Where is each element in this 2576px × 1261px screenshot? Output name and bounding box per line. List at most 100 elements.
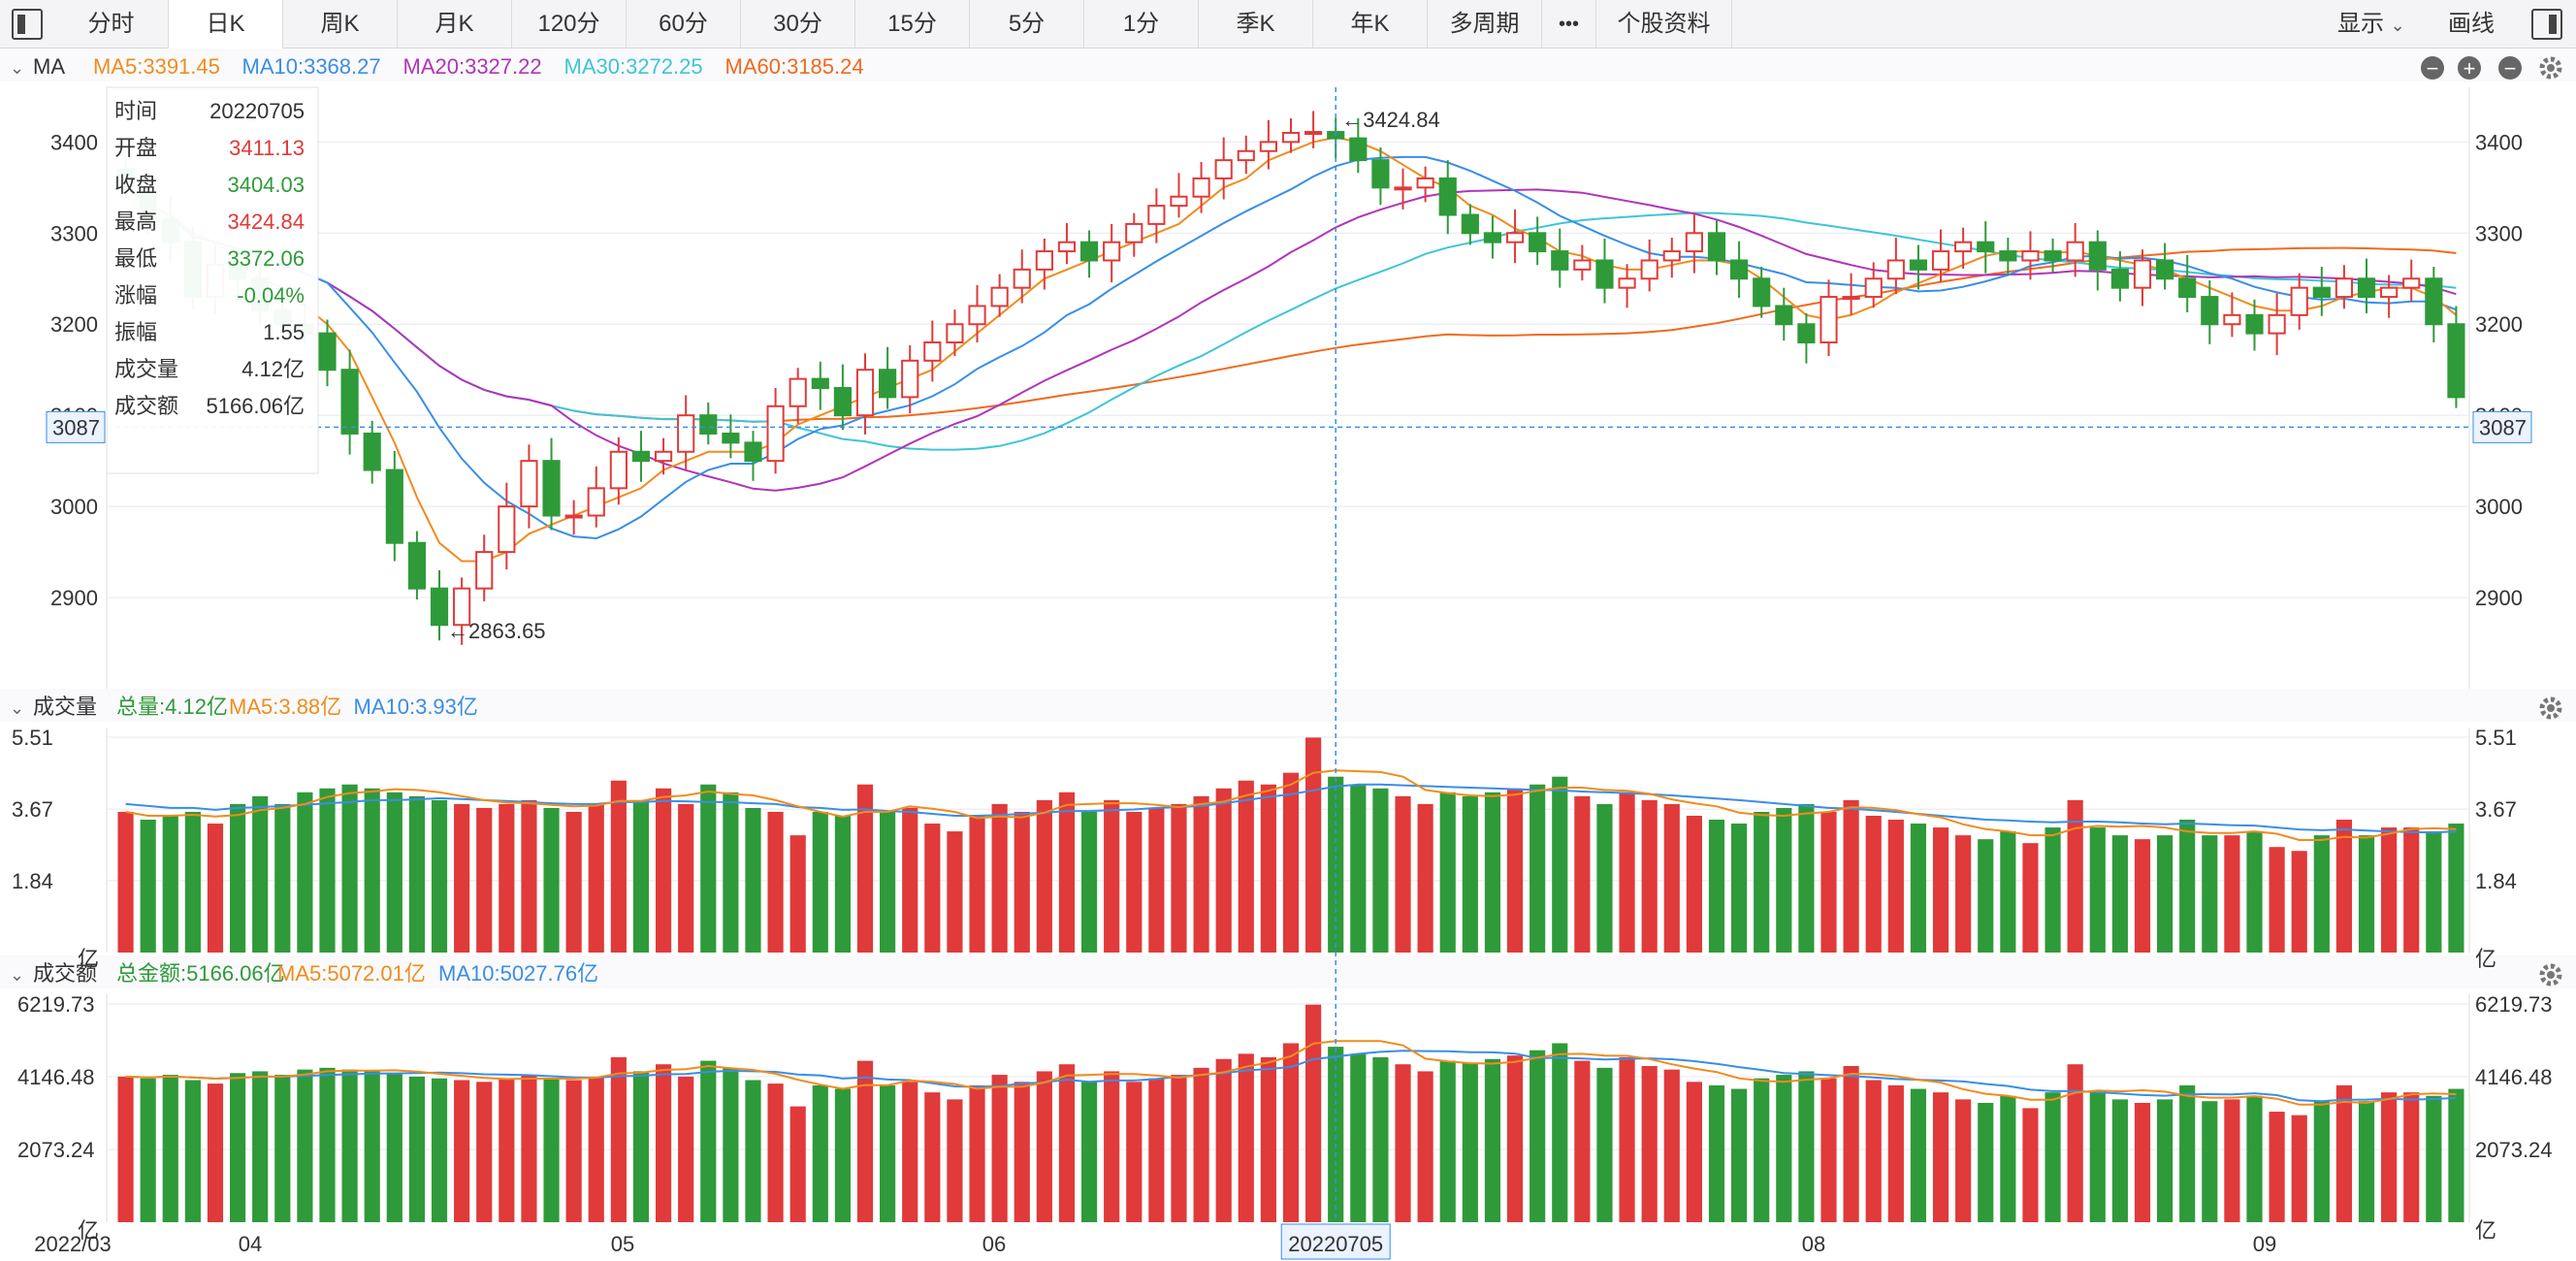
candle[interactable] <box>1864 262 1883 308</box>
kline-chart[interactable]: ⌄ MA MA5:3391.45 MA10:3368.27 MA20:3327.22 MA… <box>0 48 2576 1261</box>
candle[interactable] <box>1529 216 1547 266</box>
candle[interactable] <box>2402 259 2421 302</box>
candle[interactable] <box>946 309 964 357</box>
candle[interactable] <box>1685 212 1703 274</box>
candle[interactable] <box>1977 221 1995 274</box>
candle[interactable] <box>1999 238 2017 275</box>
candle[interactable] <box>699 403 718 445</box>
candle[interactable] <box>1618 264 1636 308</box>
candle[interactable] <box>990 274 1009 317</box>
zoom-in-icon[interactable]: + <box>2458 56 2481 81</box>
display-menu-button[interactable]: 显示 ⌄ <box>2337 0 2405 48</box>
candle[interactable] <box>2044 238 2062 273</box>
candle[interactable] <box>1103 223 1121 283</box>
candle[interactable] <box>1753 267 1771 318</box>
tab-6[interactable]: 30分 <box>741 0 855 48</box>
candle[interactable] <box>1349 117 1368 174</box>
candle[interactable] <box>2447 306 2465 408</box>
candle[interactable] <box>363 420 381 484</box>
tab-11[interactable]: 年K <box>1313 0 1428 48</box>
minimize-icon[interactable]: − <box>2498 56 2522 81</box>
candle[interactable] <box>1170 173 1188 218</box>
candle[interactable] <box>385 450 403 562</box>
more-periods-button[interactable]: ••• <box>1542 0 1596 48</box>
candle[interactable] <box>789 368 807 424</box>
candle[interactable] <box>587 466 605 528</box>
candle[interactable] <box>2380 275 2399 318</box>
candle[interactable] <box>1730 241 1749 298</box>
candle[interactable] <box>1035 238 1053 290</box>
candle[interactable] <box>1819 279 1838 357</box>
candle[interactable] <box>542 437 561 531</box>
candle[interactable] <box>430 569 449 641</box>
candle[interactable] <box>1192 162 1210 213</box>
candle[interactable] <box>2155 242 2174 290</box>
candle[interactable] <box>2290 273 2308 330</box>
candle[interactable] <box>1640 239 1658 292</box>
candle[interactable] <box>1797 312 1816 364</box>
candle[interactable] <box>2066 222 2084 277</box>
candle[interactable] <box>1931 229 1950 283</box>
tab-3[interactable]: 月K <box>398 0 512 48</box>
tab-7[interactable]: 15分 <box>855 0 970 48</box>
candle[interactable] <box>2021 231 2040 280</box>
candle[interactable] <box>1573 244 1592 281</box>
candle[interactable] <box>855 353 875 435</box>
candle[interactable] <box>1013 249 1031 304</box>
candle[interactable] <box>766 388 785 474</box>
candle[interactable] <box>498 482 516 569</box>
candle[interactable] <box>453 577 471 645</box>
candle[interactable] <box>833 364 852 431</box>
candle[interactable] <box>1842 273 1860 315</box>
tab-8[interactable]: 5分 <box>970 0 1084 48</box>
tab-10[interactable]: 季K <box>1199 0 1313 48</box>
tab-2[interactable]: 周K <box>283 0 398 48</box>
candle[interactable] <box>2223 292 2241 338</box>
candle[interactable] <box>2268 293 2286 356</box>
candle[interactable] <box>1886 238 1905 295</box>
candle[interactable] <box>811 361 829 410</box>
tab-4[interactable]: 120分 <box>512 0 627 48</box>
candle[interactable] <box>631 431 651 482</box>
candle[interactable] <box>475 534 494 601</box>
candle[interactable] <box>1551 228 1569 288</box>
settings-gear-icon[interactable] <box>2539 963 2562 986</box>
settings-gear-icon[interactable] <box>2539 696 2562 720</box>
candle[interactable] <box>1483 215 1502 259</box>
candle[interactable] <box>564 500 583 535</box>
candle[interactable] <box>1259 119 1277 170</box>
candle[interactable] <box>1057 222 1077 265</box>
settings-gear-icon[interactable] <box>2539 56 2562 80</box>
candle[interactable] <box>340 349 359 455</box>
candle[interactable] <box>1461 204 1479 245</box>
draw-line-button[interactable]: 画线 <box>2448 11 2495 37</box>
tab-0[interactable]: 分时 <box>54 0 169 48</box>
candle[interactable] <box>2312 267 2331 316</box>
candle[interactable] <box>1371 147 1390 206</box>
candle[interactable] <box>318 319 337 387</box>
tab-9[interactable]: 1分 <box>1084 0 1199 48</box>
candle[interactable] <box>1147 188 1166 243</box>
candle[interactable] <box>654 437 673 475</box>
candle[interactable] <box>722 414 740 459</box>
candle[interactable] <box>1775 287 1793 341</box>
candle[interactable] <box>1662 238 1681 278</box>
candle[interactable] <box>520 444 538 529</box>
candle[interactable] <box>1125 212 1143 257</box>
candle[interactable] <box>2245 299 2264 351</box>
candle[interactable] <box>677 395 695 470</box>
candle[interactable] <box>2178 254 2197 313</box>
candle[interactable] <box>2088 230 2107 291</box>
candle[interactable] <box>1237 135 1255 175</box>
candle[interactable] <box>1954 227 1973 269</box>
candle[interactable] <box>2133 249 2152 307</box>
tab-12[interactable]: 多周期 <box>1428 0 1542 48</box>
candle[interactable] <box>1281 117 1301 153</box>
candle[interactable] <box>407 531 427 599</box>
tab-5[interactable]: 60分 <box>627 0 741 48</box>
candle[interactable] <box>1304 111 1323 148</box>
candle[interactable] <box>609 436 628 505</box>
candle[interactable] <box>1909 244 1928 290</box>
candle[interactable] <box>923 320 942 382</box>
tab-1[interactable]: 日K <box>169 0 283 48</box>
